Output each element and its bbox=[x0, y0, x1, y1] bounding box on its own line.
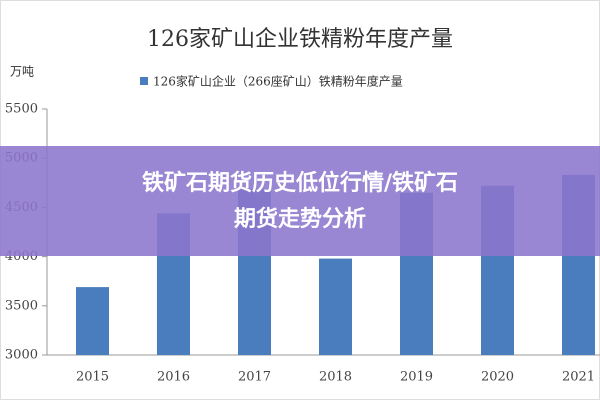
x-tick-label: 2016 bbox=[157, 370, 190, 385]
x-tick-label: 2015 bbox=[76, 370, 109, 385]
banner-line: 铁矿石期货历史低位行情/铁矿石 bbox=[142, 170, 458, 196]
y-axis-label: 万吨 bbox=[10, 65, 34, 79]
banner-line: 期货走势分析 bbox=[234, 206, 366, 232]
y-tick-label: 3500 bbox=[5, 298, 38, 313]
y-tick-label: 5500 bbox=[5, 102, 38, 117]
x-tick-label: 2018 bbox=[319, 370, 352, 385]
x-tick-label: 2020 bbox=[481, 370, 514, 385]
x-tick-label: 2017 bbox=[238, 370, 271, 385]
chart-title: 126家矿山企业铁精粉年度产量 bbox=[147, 27, 453, 52]
banner bbox=[0, 146, 600, 256]
y-tick-label: 3000 bbox=[5, 348, 38, 363]
legend-label: 126家矿山企业（266座矿山）铁精粉年度产量 bbox=[153, 74, 403, 89]
legend-swatch bbox=[140, 77, 148, 85]
bar bbox=[319, 258, 352, 355]
x-tick-label: 2021 bbox=[562, 370, 595, 385]
x-tick-label: 2019 bbox=[400, 370, 433, 385]
bar bbox=[76, 287, 109, 355]
